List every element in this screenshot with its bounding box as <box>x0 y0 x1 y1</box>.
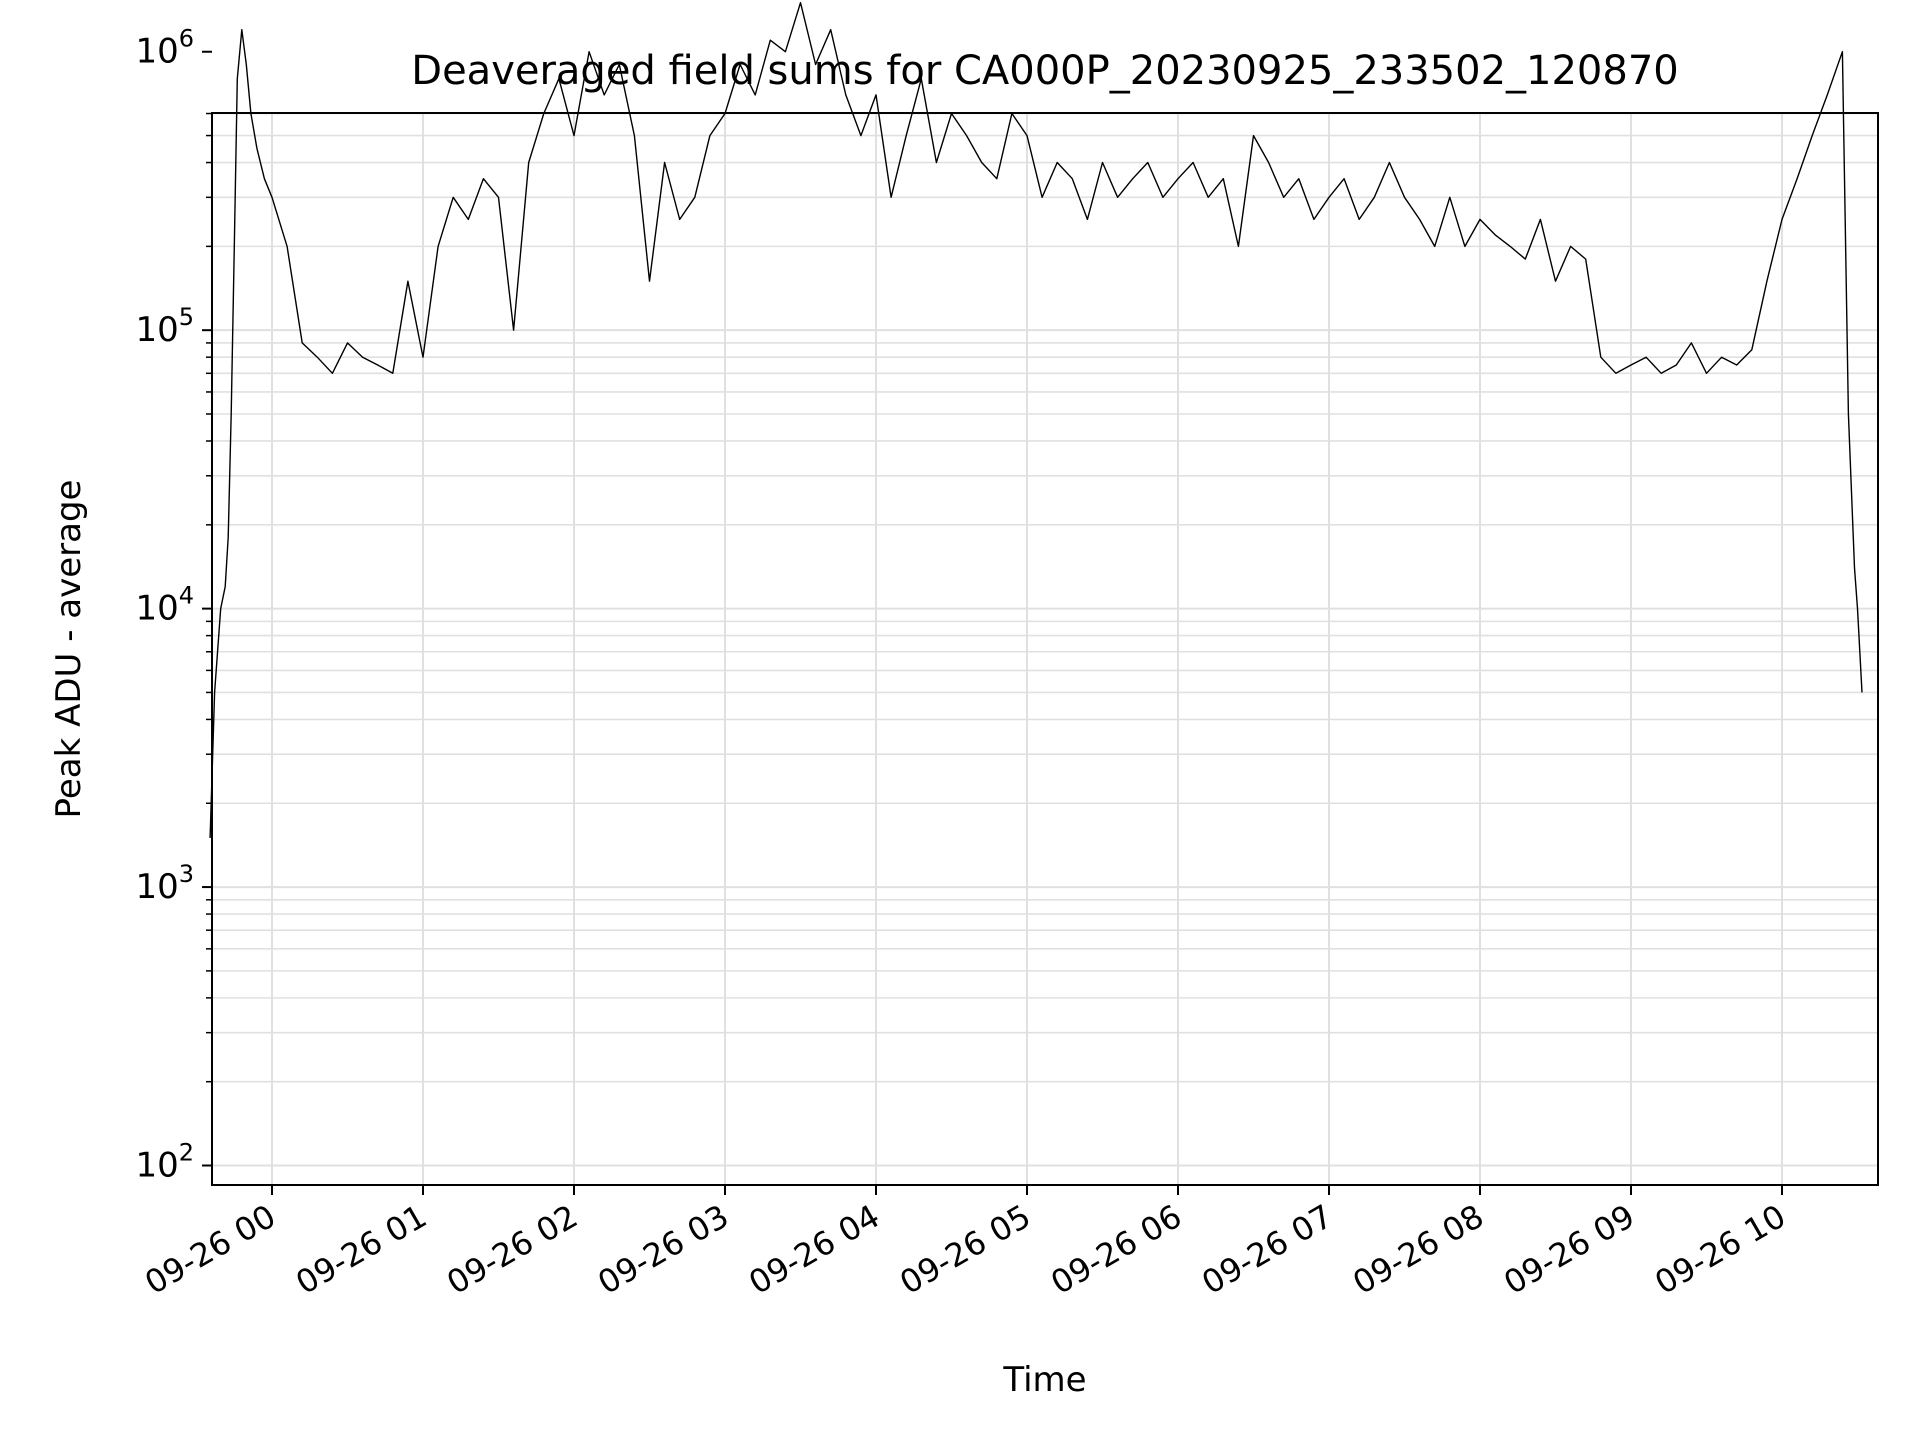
y-axis: 102 103 104 105 106 <box>135 25 212 1186</box>
x-axis-label: Time <box>1002 1360 1086 1400</box>
plot-area-frame <box>211 112 1879 1186</box>
y-tick-label: 104 <box>135 582 194 629</box>
grid-lines <box>212 112 1878 1185</box>
y-tick-label: 106 <box>135 25 194 72</box>
y-axis-label: Peak ADU - average <box>49 480 89 819</box>
series-layer <box>209 2 1863 839</box>
y-tick-label: 103 <box>135 860 194 907</box>
y-tick-label: 102 <box>135 1139 194 1186</box>
y-tick-label: 105 <box>135 303 194 350</box>
series-line <box>209 2 1863 839</box>
chart-title: Deaveraged field sums for CA000P_2023092… <box>411 48 1678 94</box>
